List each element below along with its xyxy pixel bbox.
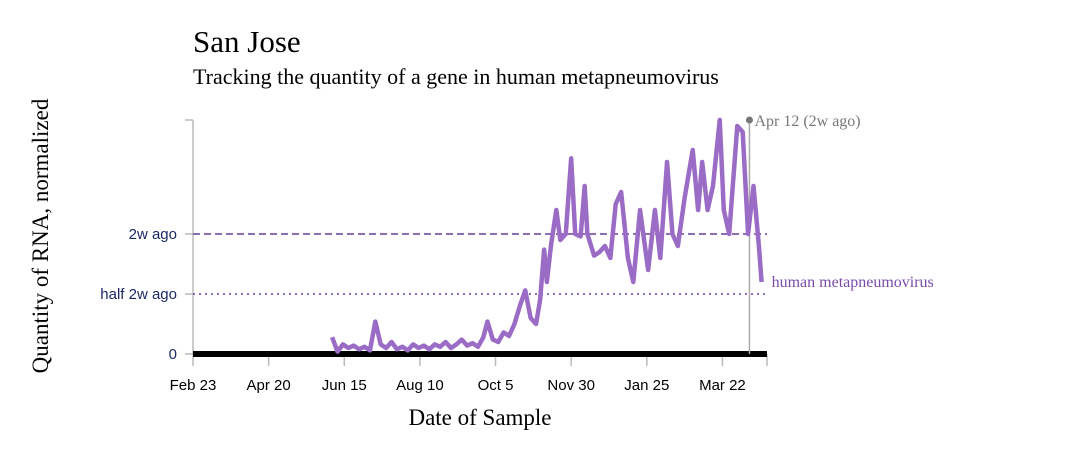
y-tick-label: half 2w ago [100,286,177,303]
annotation-label: Apr 12 (2w ago) [754,113,860,130]
chart-subtitle: Tracking the quantity of a gene in human… [193,64,719,89]
x-tick-label: Oct 5 [478,377,514,394]
annotation-dot [745,116,753,124]
series-label: human metapneumovirus [772,274,934,291]
x-tick-label: Aug 10 [396,377,444,394]
x-tick-label: Jun 15 [322,377,367,394]
x-tick-label: Nov 30 [547,377,595,394]
y-axis-label: Quantity of RNA, normalized [28,98,53,373]
data-line [330,117,764,354]
x-axis-label: Date of Sample [408,405,551,430]
chart-title: San Jose [193,24,301,59]
x-tick-label: Feb 23 [170,377,217,394]
x-tick-label: Apr 20 [247,377,291,394]
y-tick-label: 0 [169,346,177,363]
y-tick-label: 2w ago [129,226,177,243]
x-tick-label: Mar 22 [699,377,746,394]
x-tick-label: Jan 25 [624,377,669,394]
